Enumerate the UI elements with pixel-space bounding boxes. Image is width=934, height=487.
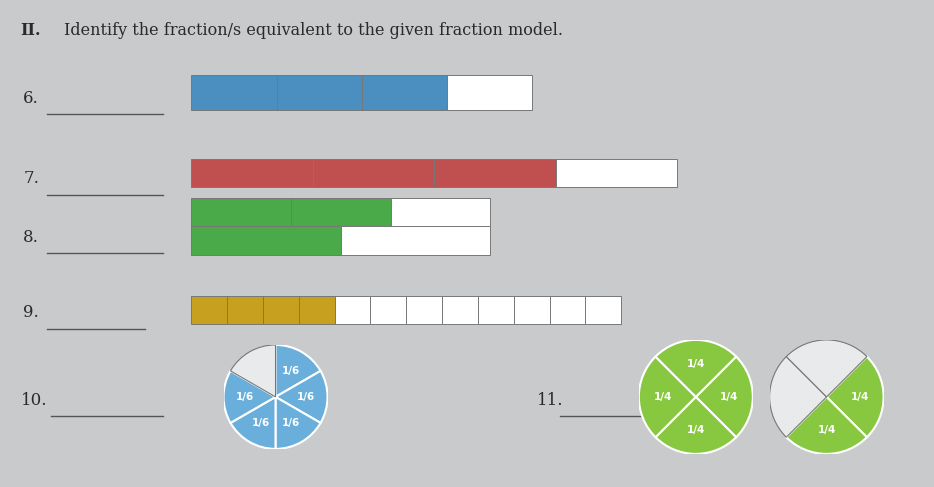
Bar	[227, 296, 263, 324]
Text: 1/4: 1/4	[817, 425, 836, 435]
Bar	[478, 296, 514, 324]
Wedge shape	[656, 340, 736, 397]
Text: 1/6: 1/6	[251, 418, 270, 428]
Text: 1/4: 1/4	[686, 425, 705, 435]
Text: 1/6: 1/6	[236, 392, 254, 402]
Text: 1/6: 1/6	[297, 392, 315, 402]
Wedge shape	[770, 356, 827, 437]
Wedge shape	[223, 371, 276, 423]
Text: 1/6: 1/6	[281, 366, 300, 376]
Wedge shape	[786, 397, 867, 454]
Text: 1/6: 1/6	[281, 418, 300, 428]
Bar	[514, 296, 549, 324]
Bar	[447, 75, 532, 110]
Bar	[361, 75, 447, 110]
Wedge shape	[786, 340, 867, 397]
Text: 8.: 8.	[23, 229, 39, 246]
Bar	[291, 198, 390, 226]
Bar	[263, 296, 299, 324]
Bar	[334, 296, 371, 324]
Bar	[341, 226, 490, 255]
Wedge shape	[231, 345, 276, 397]
Text: II.: II.	[21, 22, 41, 39]
Bar	[371, 296, 406, 324]
Bar	[586, 296, 621, 324]
Wedge shape	[827, 356, 884, 437]
Text: 9.: 9.	[23, 304, 39, 321]
Text: 7.: 7.	[23, 170, 39, 187]
Bar	[191, 296, 227, 324]
Text: 1/4: 1/4	[851, 392, 869, 402]
Text: 6.: 6.	[23, 90, 39, 107]
Text: 1/4: 1/4	[720, 392, 738, 402]
Bar	[313, 159, 434, 187]
Bar	[191, 226, 341, 255]
Wedge shape	[656, 397, 736, 454]
Wedge shape	[276, 345, 320, 397]
Wedge shape	[231, 397, 276, 449]
Text: 11.: 11.	[537, 392, 563, 409]
Bar	[442, 296, 478, 324]
Bar	[556, 159, 677, 187]
Wedge shape	[639, 356, 696, 437]
Wedge shape	[276, 371, 328, 423]
Bar	[299, 296, 334, 324]
Wedge shape	[696, 356, 753, 437]
Bar	[390, 198, 490, 226]
Bar	[434, 159, 556, 187]
Bar	[191, 159, 313, 187]
Bar	[191, 75, 276, 110]
Wedge shape	[276, 397, 320, 449]
Bar	[191, 198, 291, 226]
Text: Identify the fraction/s equivalent to the given fraction model.: Identify the fraction/s equivalent to th…	[64, 22, 562, 39]
Bar	[406, 296, 442, 324]
Text: 10.: 10.	[21, 392, 47, 409]
Text: 1/4: 1/4	[654, 392, 672, 402]
Bar	[549, 296, 586, 324]
Text: 1/4: 1/4	[686, 359, 705, 369]
Bar	[276, 75, 361, 110]
